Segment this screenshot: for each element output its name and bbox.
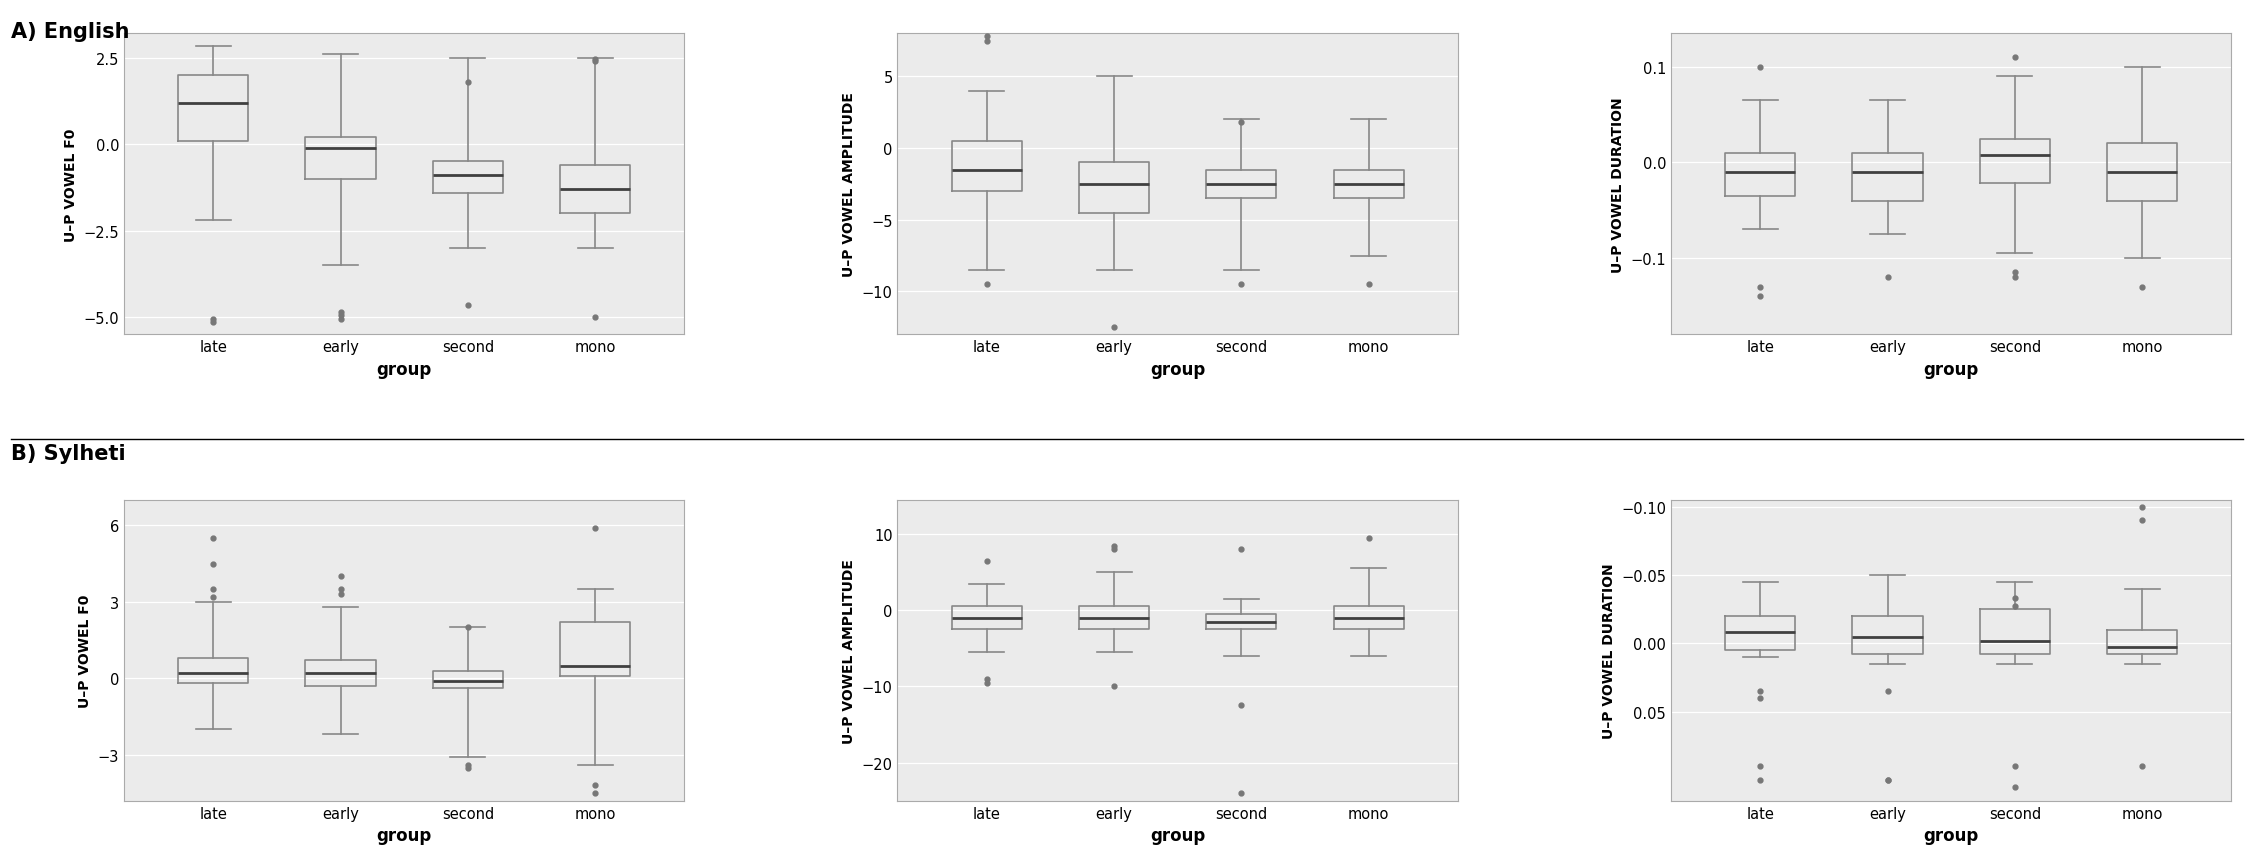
X-axis label: group: group bbox=[1150, 826, 1206, 844]
X-axis label: group: group bbox=[1923, 826, 1979, 844]
X-axis label: group: group bbox=[1150, 361, 1206, 378]
Y-axis label: U–P VOWEL F0: U–P VOWEL F0 bbox=[79, 594, 92, 707]
Y-axis label: U–P VOWEL AMPLITUDE: U–P VOWEL AMPLITUDE bbox=[843, 558, 857, 743]
X-axis label: group: group bbox=[376, 826, 433, 844]
Y-axis label: U–P VOWEL DURATION: U–P VOWEL DURATION bbox=[1612, 97, 1625, 272]
Text: B) Sylheti: B) Sylheti bbox=[11, 443, 126, 463]
Y-axis label: U–P VOWEL AMPLITUDE: U–P VOWEL AMPLITUDE bbox=[843, 92, 857, 277]
X-axis label: group: group bbox=[376, 361, 433, 378]
X-axis label: group: group bbox=[1923, 361, 1979, 378]
Y-axis label: U–P VOWEL F0: U–P VOWEL F0 bbox=[63, 128, 79, 241]
Y-axis label: U–P VOWEL DURATION: U–P VOWEL DURATION bbox=[1603, 563, 1616, 738]
Text: A) English: A) English bbox=[11, 22, 131, 41]
